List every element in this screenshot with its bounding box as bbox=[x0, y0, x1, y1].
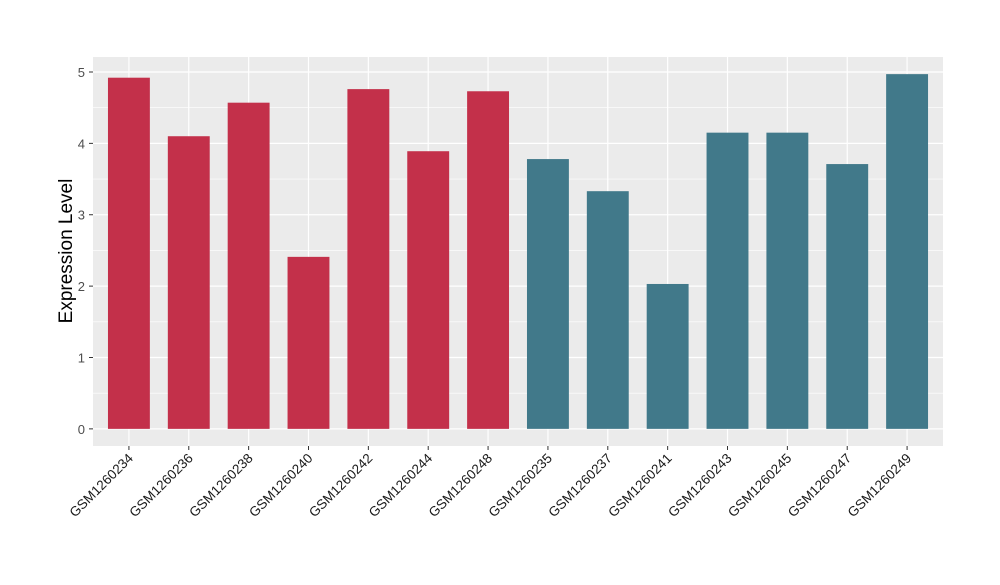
y-axis: 0 1 2 3 4 5 bbox=[78, 65, 93, 437]
y-tick-label: 2 bbox=[78, 279, 85, 294]
y-tick-label: 5 bbox=[78, 65, 85, 80]
bar-GSM1260244 bbox=[407, 151, 450, 429]
y-tick-label: 1 bbox=[78, 350, 85, 365]
bar-GSM1260242 bbox=[347, 89, 390, 429]
bar-GSM1260238 bbox=[227, 102, 270, 429]
bar-GSM1260248 bbox=[467, 91, 510, 429]
bar-GSM1260241 bbox=[646, 283, 689, 429]
bar-GSM1260236 bbox=[167, 136, 210, 429]
y-axis-label: Expression Level bbox=[56, 179, 77, 324]
plot-panel bbox=[93, 57, 943, 446]
bars bbox=[107, 74, 929, 429]
x-axis: GSM1260234GSM1260236GSM1260238GSM1260240… bbox=[67, 446, 915, 521]
bar-GSM1260240 bbox=[287, 256, 330, 429]
x-tick-label: GSM1260249 bbox=[845, 451, 915, 521]
bar-GSM1260249 bbox=[886, 74, 929, 429]
bar-GSM1260245 bbox=[766, 132, 809, 429]
bar-GSM1260234 bbox=[107, 77, 150, 429]
y-tick-label: 0 bbox=[78, 422, 85, 437]
bar-GSM1260247 bbox=[826, 164, 869, 429]
y-tick-label: 3 bbox=[78, 208, 85, 223]
bar-GSM1260237 bbox=[586, 191, 629, 429]
bar-GSM1260243 bbox=[706, 132, 749, 429]
y-tick-label: 4 bbox=[78, 136, 85, 151]
bar-GSM1260235 bbox=[526, 159, 569, 429]
